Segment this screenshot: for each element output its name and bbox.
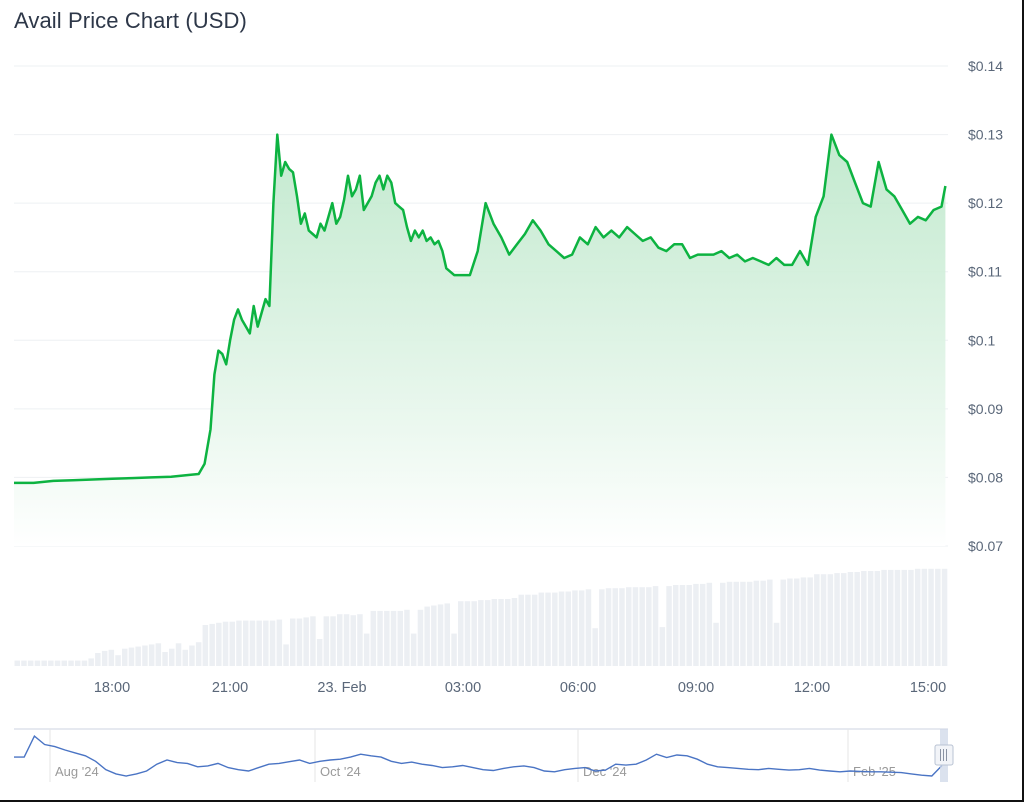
navigator-line	[14, 734, 943, 777]
x-tick-label: 09:00	[678, 680, 714, 696]
y-tick-label: $0.11	[968, 264, 1002, 280]
x-tick-label: 06:00	[560, 680, 596, 696]
x-tick-label: 12:00	[794, 680, 830, 696]
x-tick-label: 03:00	[445, 680, 481, 696]
y-tick-label: $0.12	[968, 195, 1003, 211]
navigator-tick-label: Aug '24	[55, 764, 99, 779]
navigator-tick-label: Oct '24	[320, 764, 361, 779]
volume-bars	[14, 568, 948, 666]
price-area	[14, 134, 946, 546]
y-tick-label: $0.14	[968, 58, 1003, 74]
x-tick-label: 15:00	[910, 680, 946, 696]
chart-title: Avail Price Chart (USD)	[14, 8, 247, 33]
y-axis-labels: $0.14 $0.13 $0.12 $0.11 $0.1 $0.09 $0.08 $0.07	[968, 58, 1003, 554]
x-axis-labels: 18:00 21:00 23. Feb 03:00 06:00 09:00 12:00 15:…	[94, 680, 946, 696]
navigator-tick-label: Dec '24	[583, 764, 627, 779]
x-tick-label: 23. Feb	[317, 680, 366, 696]
y-tick-label: $0.13	[968, 127, 1003, 143]
y-tick-label: $0.09	[968, 401, 1003, 417]
y-tick-label: $0.07	[968, 538, 1003, 554]
navigator[interactable]: Aug '24 Oct '24 Dec '24 Feb '25	[14, 728, 954, 782]
price-line[interactable]	[14, 133, 947, 485]
x-tick-label: 21:00	[212, 680, 248, 696]
y-tick-label: $0.1	[968, 332, 995, 348]
x-tick-label: 18:00	[94, 680, 130, 696]
y-tick-label: $0.08	[968, 469, 1003, 485]
navigator-handle[interactable]	[934, 744, 954, 766]
